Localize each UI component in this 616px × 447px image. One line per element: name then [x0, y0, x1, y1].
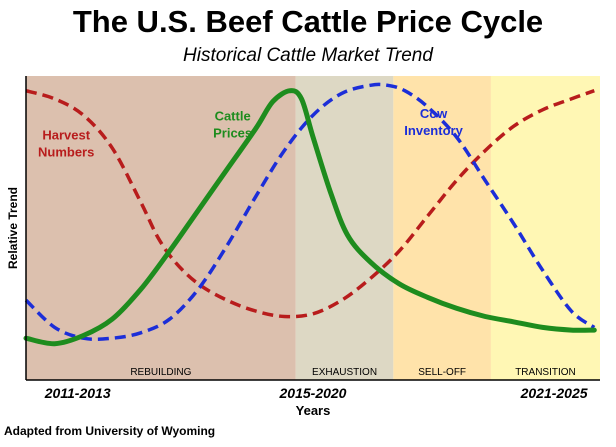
phase-label: REBUILDING — [130, 367, 191, 378]
x-tick-label: 2021-2025 — [520, 385, 588, 401]
series-label: Inventory — [404, 123, 463, 138]
series-line-cattle-prices — [23, 88, 597, 347]
phase-label: TRANSITION — [515, 367, 576, 378]
phase-band-sell-off — [393, 76, 491, 380]
series-line-cow-inventory — [24, 82, 596, 342]
y-axis-label: Relative Trend — [6, 187, 20, 269]
series-line-harvest-numbers — [25, 89, 595, 319]
series-label: Cow — [420, 106, 448, 121]
series-label: Prices — [213, 126, 252, 141]
phase-label: EXHAUSTION — [312, 367, 377, 378]
series-label: Numbers — [38, 145, 94, 160]
x-tick-label: 2011-2013 — [44, 385, 111, 401]
chart-title: The U.S. Beef Cattle Price Cycle — [72, 4, 544, 39]
source-credit: Adapted from University of Wyoming — [4, 424, 216, 438]
series-label: Harvest — [42, 128, 90, 143]
x-axis-label: Years — [296, 403, 331, 418]
series-label: Cattle — [215, 109, 251, 124]
x-tick-label: 2015-2020 — [279, 385, 347, 401]
phase-band-rebuilding — [26, 76, 296, 380]
phase-band-transition — [490, 76, 600, 380]
phase-label: SELL-OFF — [418, 367, 466, 378]
chart-subtitle: Historical Cattle Market Trend — [183, 45, 433, 66]
